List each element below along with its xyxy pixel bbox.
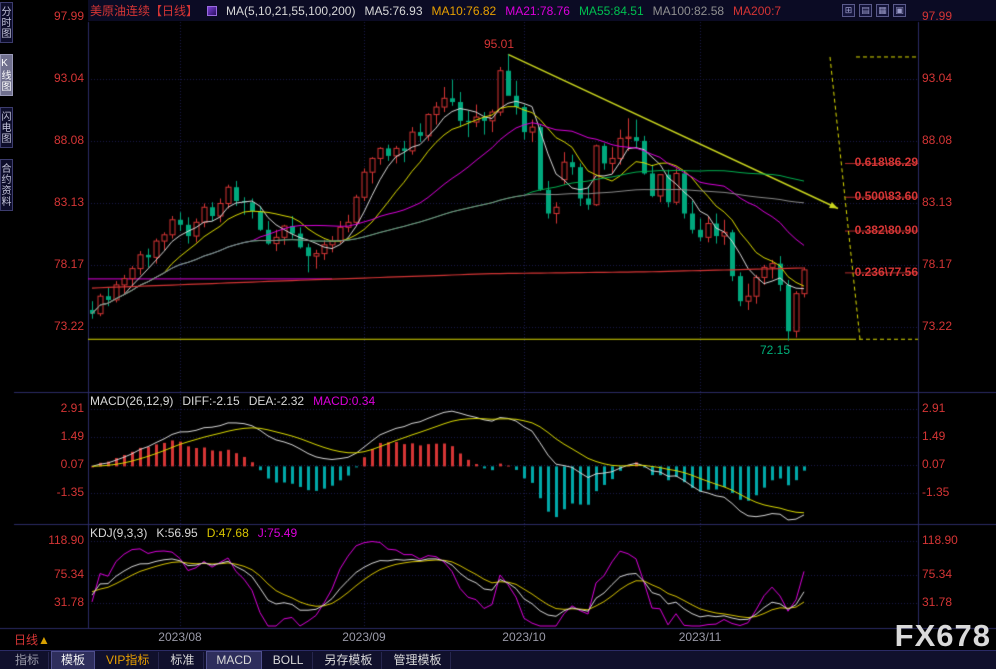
high-annotation: 95.01 <box>484 37 515 51</box>
kdj-d-value: D:47.68 <box>206 526 249 540</box>
ma10-value: MA10:76.82 <box>431 3 497 18</box>
price-axis-label: 97.99 <box>53 9 84 23</box>
x-axis-label: 2023/08 <box>158 630 202 644</box>
ma55-value: MA55:84.51 <box>578 3 644 18</box>
kdj-axis-label: 31.78 <box>53 595 84 609</box>
ma200-value: MA200:7 <box>733 3 782 18</box>
kdj-title: KDJ(9,3,3) <box>90 526 148 540</box>
window-max-icon[interactable]: ▣ <box>893 4 906 17</box>
sidebar-item-lightning-chart[interactable]: 闪电图 <box>0 107 13 148</box>
price-axis-label: 93.04 <box>53 71 84 85</box>
low-annotation: 72.15 <box>760 343 791 357</box>
macd-axis-label: 2.91 <box>922 401 946 415</box>
chevron-up-icon: ▲ <box>38 633 50 647</box>
x-axis-label: 2023/11 <box>678 630 722 644</box>
x-axis-label: 2023/09 <box>342 630 386 644</box>
ma100-value: MA100:82.58 <box>652 3 725 18</box>
price-axis-label: 88.08 <box>53 133 84 147</box>
kdj-panel-header: KDJ(9,3,3) K:56.95 D:47.68 J:75.49 <box>90 526 297 540</box>
price-axis-label: 88.08 <box>922 133 953 147</box>
tab-vip-indicators[interactable]: VIP指标 <box>97 651 160 669</box>
macd-diff-value: DIFF:-2.15 <box>182 394 240 408</box>
fib-level-label: 0.500\83.60 <box>854 189 918 203</box>
period-selector[interactable]: 日线▲ <box>14 631 50 648</box>
kdj-j-value: J:75.49 <box>257 526 298 540</box>
macd-value: MACD:0.34 <box>313 394 376 408</box>
x-axis-label: 2023/10 <box>502 630 546 644</box>
sidebar-item-time-chart[interactable]: 分时图 <box>0 2 13 43</box>
sidebar-item-contract-info[interactable]: 合约资料 <box>0 159 13 211</box>
fib-level-label: 0.618\86.29 <box>854 155 918 169</box>
macd-panel-header: MACD(26,12,9) DIFF:-2.15 DEA:-2.32 MACD:… <box>90 394 375 408</box>
macd-axis-label: 1.49 <box>60 429 84 443</box>
fib-level-label: 0.236\77.56 <box>854 265 918 279</box>
price-axis-label: 73.22 <box>922 319 953 333</box>
macd-title: MACD(26,12,9) <box>90 394 174 408</box>
period-selector-label: 日线 <box>14 633 39 647</box>
window-tile-icon[interactable]: ▤ <box>859 4 872 17</box>
kdj-axis-label: 75.34 <box>922 567 953 581</box>
tab-manage-template[interactable]: 管理模板 <box>384 651 452 669</box>
ma21-value: MA21:78.76 <box>505 3 570 18</box>
kdj-axis-label: 75.34 <box>53 567 84 581</box>
kdj-axis-label: 118.90 <box>48 533 84 547</box>
price-axis-label: 73.22 <box>53 319 84 333</box>
tab-boll[interactable]: BOLL <box>264 651 314 669</box>
fib-level-label: 0.382\80.90 <box>854 223 918 237</box>
price-axis-label: 97.99 <box>922 9 953 23</box>
macd-axis-label: 0.07 <box>922 457 946 471</box>
macd-axis-label: -1.35 <box>56 485 84 499</box>
tab-macd[interactable]: MACD <box>206 650 262 669</box>
price-axis-label: 83.13 <box>53 195 84 209</box>
ma-group-label: MA(5,10,21,55,100,200) <box>226 3 356 18</box>
tab-indicators[interactable]: 指标 <box>6 651 50 669</box>
macd-dea-value: DEA:-2.32 <box>248 394 305 408</box>
kdj-axis-label: 118.90 <box>922 533 958 547</box>
window-layout-tools: ⊞ ▤ ▦ ▣ <box>842 4 906 17</box>
kdj-k-value: K:56.95 <box>156 526 198 540</box>
left-sidebar: 分时图 K线图 闪电图 合约资料 <box>0 2 14 211</box>
bottom-toolbar: 指标 模板 VIP指标 标准 MACD BOLL 另存模板 管理模板 <box>0 650 996 669</box>
indicator-icon <box>207 5 218 16</box>
instrument-title: 美原油连续 <box>90 4 151 18</box>
macd-axis-label: 1.49 <box>922 429 946 443</box>
price-axis-label: 83.13 <box>922 195 953 209</box>
macd-axis-label: 2.91 <box>60 401 84 415</box>
price-axis-label: 78.17 <box>922 257 953 271</box>
macd-axis-label: -1.35 <box>922 485 950 499</box>
tab-save-template[interactable]: 另存模板 <box>315 651 383 669</box>
chart-header: 美原油连续 【日线】 MA(5,10,21,55,100,200) MA5:76… <box>88 0 996 21</box>
tab-templates[interactable]: 模板 <box>51 650 96 669</box>
tab-standard[interactable]: 标准 <box>161 651 205 669</box>
price-axis-label: 93.04 <box>922 71 953 85</box>
window-cascade-icon[interactable]: ▦ <box>876 4 889 17</box>
watermark: FX678 <box>894 618 991 653</box>
window-grid-icon[interactable]: ⊞ <box>842 4 855 17</box>
kdj-axis-label: 31.78 <box>922 595 953 609</box>
ma5-value: MA5:76.93 <box>364 3 423 18</box>
price-axis-label: 78.17 <box>53 257 84 271</box>
macd-axis-label: 0.07 <box>60 457 84 471</box>
period-tag: 【日线】 <box>150 4 199 18</box>
sidebar-item-kline-chart[interactable]: K线图 <box>0 54 13 96</box>
